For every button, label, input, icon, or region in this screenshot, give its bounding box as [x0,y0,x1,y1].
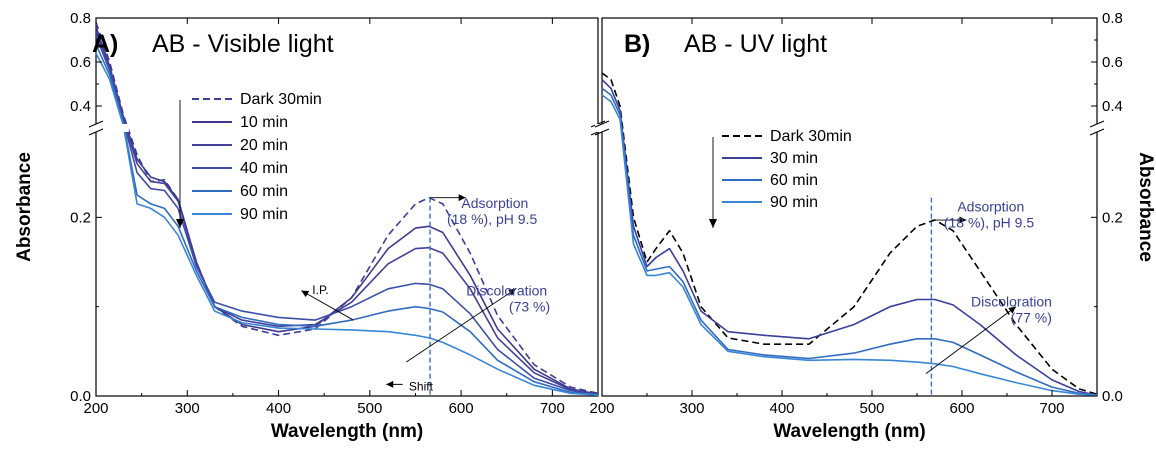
panel-a-annotation-text-5: Shift [409,379,434,393]
panel-a-x-tick-label: 600 [449,400,474,417]
panel-a-x-axis-title: Wavelength (nm) [271,421,423,442]
panel-a-annotation-text-1: (18 %), pH 9.5 [447,211,537,227]
panel-b-y-tick-label: 0.6 [1102,54,1123,71]
panel-a-y-tick-label: 0.0 [70,388,91,405]
panel-a-legend-label-1: 10 min [240,114,288,131]
panel-b-axis-break-mark-left [594,128,610,136]
panel-a-chart: 200 300 400 500 600 700 0.0 0.2 0.4 0.6 0.8 Wavelen… [14,10,606,442]
panel-a-annotation-arrow-2 [301,290,354,321]
panel-a-annotation-text-0: Adsorption [461,195,528,211]
panel-b-axis-break-gap-right [1090,124,1104,132]
panel-b-x-tick-label: 200 [589,400,614,417]
panel-b-panel-label: B) [624,30,650,58]
panel-a-annotation-text-3: (73 %) [509,299,550,315]
panel-a-series-line-3 [95,35,599,396]
panel-a-y-tick-label: 0.2 [70,209,91,226]
panel-a-legend-label-5: 90 min [240,206,288,223]
panel-b-legend-label-3: 90 min [770,194,818,211]
panel-b-x-axis-title: Wavelength (nm) [773,421,925,442]
panel-b-curve-break-gap [627,124,635,132]
panel-a-series-line-0 [95,22,599,395]
panel-a-x-tick-label: 500 [357,400,382,417]
panel-a-legend-label-0: Dark 30min [240,91,322,108]
panel-a-axis-break-mark-left [88,120,104,128]
panel-b-x-tick-label: 700 [1039,400,1064,417]
panel-b-annotation-text-0: Adsorption [957,199,1024,215]
panel-a-legend-label-4: 60 min [240,183,288,200]
panel-b-legend-arrowhead-icon [709,219,717,228]
panel-b-axis-break-mark-left [594,120,610,128]
panel-a-annotation-text-4: I.P. [312,283,328,297]
panel-b-annotation-text-1: (18 %), pH 9.5 [944,215,1034,231]
panel-a-y-tick-label: 0.8 [70,10,91,27]
panel-b-series-line-1 [601,79,1098,396]
panel-a-series-line-5 [95,52,599,396]
panel-b-axis-break-mark-right [1089,128,1105,136]
panel-b-annotation-arrow-1 [925,306,1017,375]
panel-b-series-line-2 [601,87,1098,396]
panel-a-legend-arrowhead-icon [176,219,184,228]
panel-b-series-line-0 [601,72,1098,395]
panel-b-y-tick-label: 0.4 [1102,98,1123,115]
panel-b-y-tick-label: 0.0 [1102,388,1123,405]
panel-b-y-tick-label: 0.2 [1102,209,1123,226]
panel-a-y-tick-label: 0.6 [70,54,91,71]
panel-b-annotation-arrowhead-1 [1008,306,1016,314]
panel-b-y-tick-label: 0.8 [1102,10,1123,27]
panel-a-plot-frame [95,17,599,397]
panel-a-curve-break-gap [121,124,129,132]
panel-a-x-tick-label: 700 [540,400,565,417]
panel-b-annotation-text-2: Discoloration [971,293,1052,309]
panel-a-annotation-arrow-1 [406,288,517,363]
panel-b-annotation-text-3: (77 %) [1011,309,1052,325]
panel-b-series-line-3 [601,94,1098,396]
panel-a-annotation-arrowhead-1 [508,288,516,296]
panel-b-chart: 200 300 400 500 600 700 0.0 0.2 0.4 0.6 0.8 Wavelen… [589,10,1156,442]
panel-b-chart-title: AB - UV light [684,30,827,58]
panel-a-legend-label-3: 40 min [240,160,288,177]
panel-b-x-tick-label: 500 [859,400,884,417]
panel-a-chart-title: AB - Visible light [152,30,334,58]
panel-b-x-tick-label: 300 [679,400,704,417]
panel-b-x-tick-label: 600 [949,400,974,417]
panel-b-plot-frame [601,17,1098,397]
panel-b-axis-break-gap-left [595,124,609,132]
panel-a-x-tick-label: 300 [175,400,200,417]
panel-a-axis-break-gap-left [89,124,103,132]
panel-b-y-axis-title: Absorbance [1135,152,1156,262]
panel-a-panel-label: A) [92,30,118,58]
panel-a-y-axis-title: Absorbance [14,152,35,262]
panel-a-annotation-text-2: Discoloration [466,283,547,299]
panel-b-annotation-arrowhead-0 [959,216,967,224]
panel-a-annotation-arrowhead-3 [386,380,394,388]
panel-a-annotation-arrowhead-2 [301,290,310,298]
panel-b-legend-label-2: 60 min [770,172,818,189]
panel-a-x-tick-label: 400 [266,400,291,417]
panel-a-axis-break-mark-left [88,128,104,136]
panel-b-legend-label-1: 30 min [770,150,818,167]
panel-a-annotation-arrowhead-0 [458,194,466,202]
panel-a-legend-label-2: 20 min [240,137,288,154]
panel-b-x-tick-label: 400 [769,400,794,417]
panel-a-x-tick-label: 200 [83,400,108,417]
panel-a-y-tick-label: 0.4 [70,98,91,115]
panel-a-series-line-4 [95,44,599,396]
panel-b-legend-label-0: Dark 30min [770,128,852,145]
panel-b-axis-break-mark-right [1089,120,1105,128]
